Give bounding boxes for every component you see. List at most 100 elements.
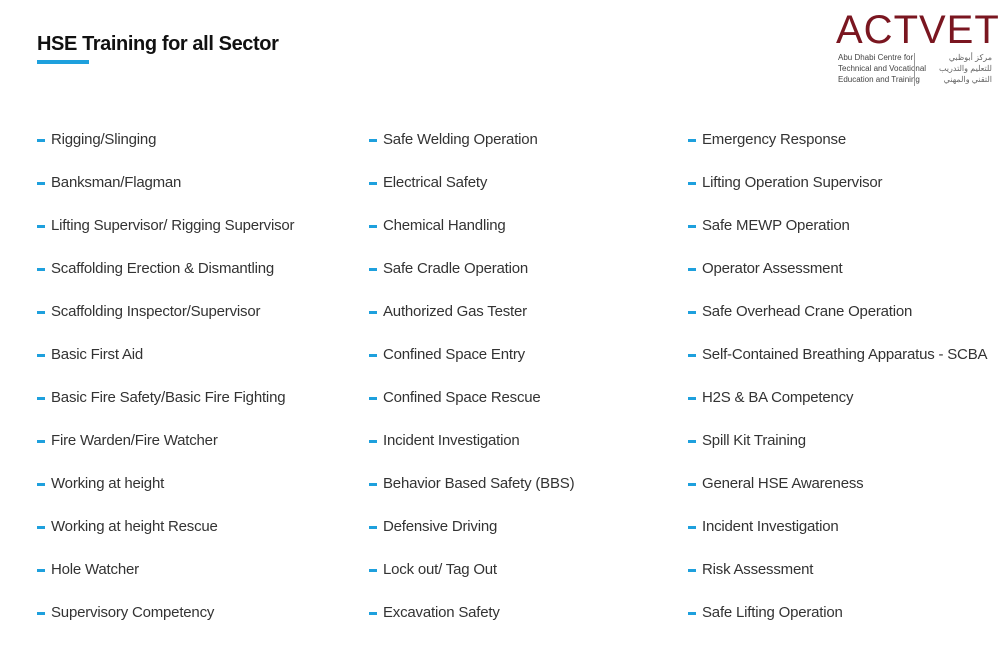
training-course-label: Safe Overhead Crane Operation: [702, 303, 913, 320]
list-item: Safe MEWP Operation: [688, 215, 987, 258]
logo-line: Abu Dhabi Centre for: [838, 53, 914, 62]
training-course-label: Self-Contained Breathing Apparatus - SCB…: [702, 346, 988, 363]
dash-bullet-icon: [688, 526, 696, 529]
list-item: Chemical Handling: [369, 215, 574, 258]
dash-bullet-icon: [37, 311, 45, 314]
training-course-label: Safe Lifting Operation: [702, 604, 843, 621]
list-item: Banksman/Flagman: [37, 172, 294, 215]
dash-bullet-icon: [37, 268, 45, 271]
list-item: Electrical Safety: [369, 172, 574, 215]
training-course-label: Rigging/Slinging: [51, 131, 157, 148]
dash-bullet-icon: [37, 354, 45, 357]
list-item: Safe Welding Operation: [369, 129, 574, 172]
list-item: Basic First Aid: [37, 344, 294, 387]
list-item: Risk Assessment: [688, 559, 987, 602]
training-course-label: Safe MEWP Operation: [702, 217, 850, 234]
dash-bullet-icon: [37, 569, 45, 572]
training-course-label: Spill Kit Training: [702, 432, 806, 449]
dash-bullet-icon: [369, 526, 377, 529]
list-item: Safe Cradle Operation: [369, 258, 574, 301]
training-course-label: Lifting Supervisor/ Rigging Supervisor: [51, 217, 295, 234]
logo-line: التقني والمهني: [943, 75, 992, 84]
logo-line: مركز أبوظبي: [948, 53, 992, 62]
training-course-label: Confined Space Entry: [383, 346, 525, 363]
dash-bullet-icon: [688, 483, 696, 486]
dash-bullet-icon: [688, 440, 696, 443]
training-course-label: General HSE Awareness: [702, 475, 864, 492]
list-item: Working at height Rescue: [37, 516, 294, 559]
list-item: Lock out/ Tag Out: [369, 559, 574, 602]
logo-line: للتعليم والتدريب: [938, 64, 992, 73]
training-list-column-1: Rigging/Slinging Banksman/Flagman Lifting …: [37, 129, 295, 645]
dash-bullet-icon: [369, 182, 377, 185]
dash-bullet-icon: [369, 483, 377, 486]
dash-bullet-icon: [688, 569, 696, 572]
list-item: Lifting Operation Supervisor: [688, 172, 987, 215]
list-item: Supervisory Competency: [37, 602, 294, 645]
training-course-label: Banksman/Flagman: [51, 174, 182, 191]
list-item: H2S & BA Competency: [688, 387, 987, 430]
list-item: Working at height: [37, 473, 294, 516]
list-item: Incident Investigation: [369, 430, 574, 473]
dash-bullet-icon: [688, 397, 696, 400]
dash-bullet-icon: [369, 354, 377, 357]
training-course-label: Incident Investigation: [383, 432, 520, 449]
list-item: Behavior Based Safety (BBS): [369, 473, 575, 516]
list-item: Safe Lifting Operation: [688, 602, 987, 645]
list-item: Fire Warden/Fire Watcher: [37, 430, 294, 473]
training-course-label: Basic First Aid: [51, 346, 144, 363]
logo-line: Technical and Vocational: [838, 64, 927, 73]
training-course-label: Basic Fire Safety/Basic Fire Fighting: [51, 389, 286, 406]
dash-bullet-icon: [369, 612, 377, 615]
training-course-label: Incident Investigation: [702, 518, 839, 535]
page-title: HSE Training for all Sector: [37, 33, 279, 55]
list-item: Confined Space Entry: [369, 344, 574, 387]
list-item: Defensive Driving: [369, 516, 574, 559]
list-item: Authorized Gas Tester: [369, 301, 574, 344]
dash-bullet-icon: [37, 225, 45, 228]
dash-bullet-icon: [688, 311, 696, 314]
list-item: Emergency Response: [688, 129, 987, 172]
training-course-label: Scaffolding Inspector/Supervisor: [51, 303, 261, 320]
training-course-label: Hole Watcher: [51, 561, 139, 578]
training-course-label: Lock out/ Tag Out: [383, 561, 497, 578]
training-course-label: Scaffolding Erection & Dismantling: [51, 260, 275, 277]
dash-bullet-icon: [688, 612, 696, 615]
training-course-label: Excavation Safety: [383, 604, 500, 621]
list-item: Excavation Safety: [369, 602, 574, 645]
dash-bullet-icon: [369, 397, 377, 400]
list-item: Confined Space Rescue: [369, 387, 574, 430]
dash-bullet-icon: [369, 268, 377, 271]
training-course-label: H2S & BA Competency: [702, 389, 854, 406]
logo-wordmark: ACTVET: [836, 8, 1000, 52]
list-item: Scaffolding Inspector/Supervisor: [37, 301, 294, 344]
list-item: Self-Contained Breathing Apparatus - SCB…: [688, 344, 988, 387]
dash-bullet-icon: [369, 569, 377, 572]
training-course-label: Chemical Handling: [383, 217, 506, 234]
training-course-label: Behavior Based Safety (BBS): [383, 475, 575, 492]
dash-bullet-icon: [688, 139, 696, 142]
dash-bullet-icon: [37, 397, 45, 400]
dash-bullet-icon: [37, 612, 45, 615]
dash-bullet-icon: [37, 526, 45, 529]
training-list-column-2: Safe Welding Operation Electrical Safety C…: [369, 129, 575, 645]
training-course-label: Confined Space Rescue: [383, 389, 541, 406]
training-course-label: Emergency Response: [702, 131, 846, 148]
logo-line: Education and Training: [838, 75, 920, 84]
dash-bullet-icon: [37, 182, 45, 185]
training-course-label: Working at height Rescue: [51, 518, 218, 535]
dash-bullet-icon: [369, 139, 377, 142]
logo-arabic-text: مركز أبوظبي للتعليم والتدريب التقني والم…: [920, 52, 992, 85]
training-course-label: Electrical Safety: [383, 174, 488, 191]
dash-bullet-icon: [369, 225, 377, 228]
logo-separator: [914, 53, 915, 86]
training-course-label: Fire Warden/Fire Watcher: [51, 432, 218, 449]
training-course-label: Working at height: [51, 475, 165, 492]
title-underline: [37, 60, 89, 64]
dash-bullet-icon: [688, 268, 696, 271]
list-item: Incident Investigation: [688, 516, 987, 559]
list-item: Rigging/Slinging: [37, 129, 294, 172]
dash-bullet-icon: [37, 483, 45, 486]
dash-bullet-icon: [369, 311, 377, 314]
training-course-label: Lifting Operation Supervisor: [702, 174, 883, 191]
